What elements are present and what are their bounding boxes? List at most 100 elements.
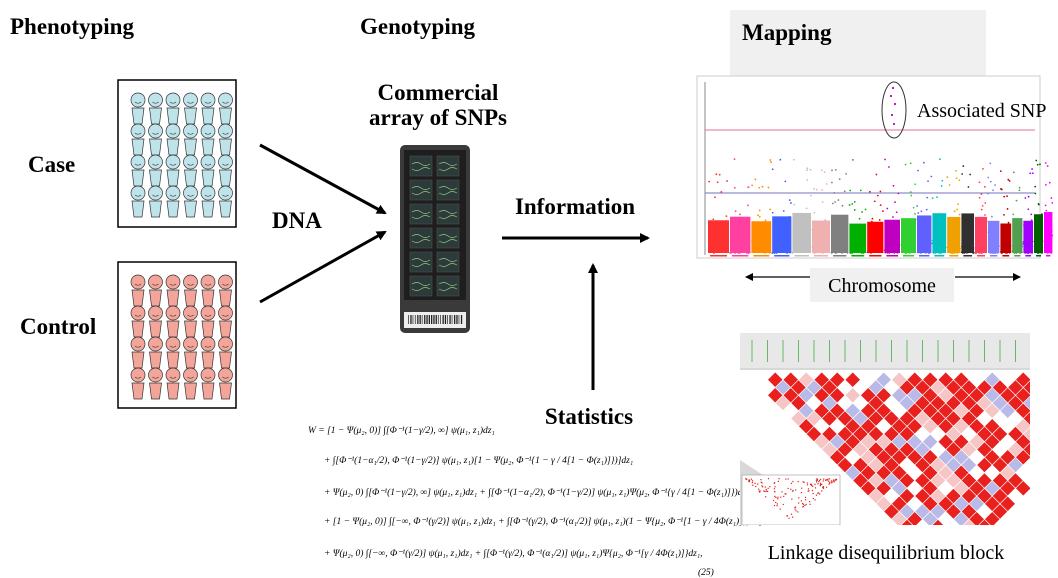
- snp-dot: [933, 244, 935, 246]
- ld-inset-dot: [774, 491, 775, 492]
- barcode-bar: [408, 315, 409, 324]
- snp-dot: [747, 247, 749, 249]
- snp-dot: [749, 251, 751, 253]
- ld-inset-dot: [774, 496, 775, 497]
- arrow: [260, 145, 385, 213]
- snp-dot: [930, 176, 932, 178]
- snp-dot: [952, 242, 954, 244]
- snp-dot: [784, 181, 786, 183]
- snp-dot: [789, 199, 791, 201]
- person-head: [201, 124, 215, 138]
- snp-dot: [1051, 230, 1053, 232]
- snp-dot: [924, 244, 926, 246]
- snp-dot: [779, 159, 781, 161]
- snp-dot: [1040, 240, 1042, 242]
- person-head: [201, 93, 215, 107]
- snp-dot: [714, 247, 716, 249]
- ld-inset-dot: [806, 504, 807, 505]
- ld-inset-dot: [807, 482, 808, 483]
- snp-dot: [841, 252, 843, 254]
- snp-dot: [768, 228, 770, 230]
- chromosome-tick: [977, 255, 985, 257]
- person-head: [184, 275, 198, 289]
- snp-dot: [793, 245, 795, 247]
- person-body: [167, 108, 179, 124]
- snp-dot: [872, 218, 874, 220]
- snp-dot: [757, 251, 759, 253]
- snp-dot: [990, 181, 992, 183]
- snp-dot: [1013, 246, 1015, 248]
- person-body: [220, 139, 232, 155]
- person-head: [166, 124, 180, 138]
- snp-dot: [860, 190, 862, 192]
- snp-dot: [849, 190, 851, 192]
- ld-inset-dot: [817, 493, 818, 494]
- ld-cell: [1031, 465, 1047, 481]
- person-body: [185, 139, 197, 155]
- person-body: [185, 321, 197, 337]
- snp-dot: [1031, 219, 1033, 221]
- snp-dot: [1045, 184, 1047, 186]
- snp-dot: [759, 251, 761, 253]
- snp-dot: [903, 235, 905, 237]
- snp-dot: [909, 228, 911, 230]
- ld-inset-dot: [783, 504, 784, 505]
- ld-inset-dot: [809, 504, 810, 505]
- equation-line: + Ψ(μ₂, 0) ∫[Φ⁻¹(1−γ/2), ∞] ψ(μ₁, z₁)dz₁…: [324, 487, 749, 498]
- snp-dot: [783, 251, 785, 253]
- snp-dot: [920, 252, 922, 254]
- ld-inset-dot: [805, 497, 806, 498]
- snp-dot: [1026, 252, 1028, 254]
- genotyping-title: Genotyping: [360, 14, 476, 39]
- ld-inset-dot: [823, 480, 824, 481]
- control-label: Control: [20, 314, 96, 339]
- snp-dot: [1008, 244, 1010, 246]
- chromosome-block: [867, 222, 883, 253]
- snp-dot: [824, 171, 826, 173]
- equation-line: W = [1 − Ψ(μ₂, 0)] ∫[Φ⁻¹(1−γ/2), ∞] ψ(μ₁…: [308, 425, 495, 436]
- person-body: [150, 352, 162, 368]
- snp-dot: [821, 169, 823, 171]
- person-body: [185, 170, 197, 186]
- chromosome-tick: [814, 255, 828, 257]
- person-head: [149, 337, 163, 351]
- snp-dot: [759, 216, 761, 218]
- barcode-bar: [424, 315, 425, 324]
- person-body: [202, 201, 214, 217]
- snp-dot: [990, 252, 992, 254]
- snp-dot: [926, 197, 928, 199]
- ld-inset-dot: [767, 491, 768, 492]
- snp-dot: [827, 221, 829, 223]
- ld-inset-dot: [819, 493, 820, 494]
- snp-dot: [774, 251, 776, 253]
- snp-dot: [877, 234, 879, 236]
- barcode-bar: [447, 315, 448, 324]
- snp-dot: [932, 240, 934, 242]
- snp-dot: [1048, 231, 1050, 233]
- snp-dot: [782, 250, 784, 252]
- snp-dot: [880, 204, 882, 206]
- snp-dot: [910, 162, 912, 164]
- chromosome-block: [1034, 214, 1043, 253]
- ld-inset-dot: [791, 499, 792, 500]
- snp-dot: [844, 242, 846, 244]
- ld-inset-dot: [812, 490, 813, 491]
- person-body: [167, 201, 179, 217]
- person-body: [220, 170, 232, 186]
- snp-dot: [1046, 233, 1048, 235]
- chromosome-tick: [886, 255, 898, 257]
- chromosome-block: [932, 213, 946, 253]
- snp-dot: [711, 239, 713, 241]
- snp-dot: [859, 251, 861, 253]
- person-head: [184, 306, 198, 320]
- snp-dot: [806, 207, 808, 209]
- ld-inset-dot: [814, 499, 815, 500]
- ld-inset-dot: [816, 480, 817, 481]
- snp-dot: [789, 231, 791, 233]
- person-body: [132, 170, 144, 186]
- person-body: [150, 201, 162, 217]
- snp-dot: [927, 180, 929, 182]
- ld-inset-dot: [791, 514, 792, 515]
- ld-cell: [1054, 411, 1058, 427]
- phenotyping-title: Phenotyping: [10, 14, 134, 39]
